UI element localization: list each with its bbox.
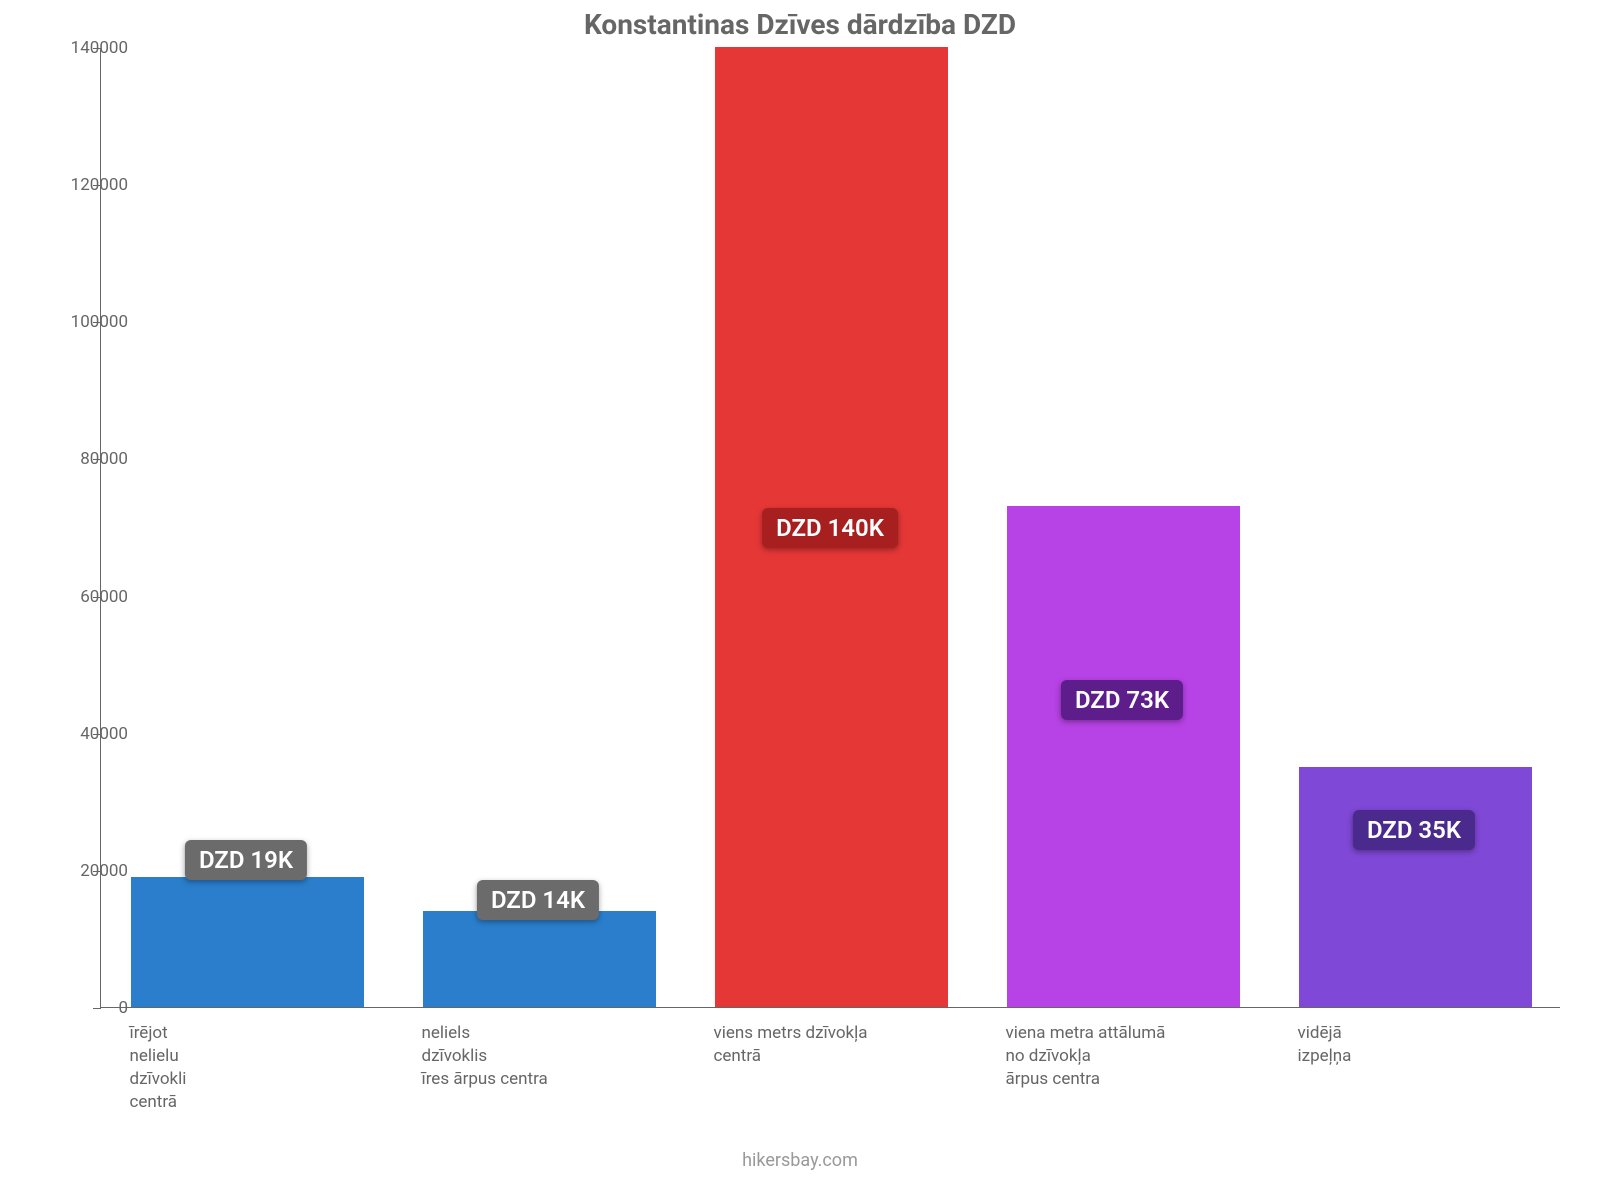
x-axis-label: viena metra attālumā no dzīvokļa ārpus c… xyxy=(1006,1022,1279,1091)
bar xyxy=(131,877,364,1007)
value-badge: DZD 140K xyxy=(762,508,898,548)
bar xyxy=(423,911,656,1007)
y-tick-label: 60000 xyxy=(80,587,128,607)
y-tick-label: 0 xyxy=(118,998,128,1018)
x-axis-label: īrējot nelielu dzīvokli centrā xyxy=(130,1022,403,1114)
value-badge: DZD 14K xyxy=(477,880,599,920)
y-tick xyxy=(93,1008,101,1009)
y-tick-label: 100000 xyxy=(71,312,128,332)
y-tick-label: 140000 xyxy=(71,38,128,58)
y-tick-label: 40000 xyxy=(80,724,128,744)
x-axis-label: neliels dzīvoklis īres ārpus centra xyxy=(422,1022,695,1091)
y-tick-label: 20000 xyxy=(80,861,128,881)
chart-container: Konstantinas Dzīves dārdzība DZD hikersb… xyxy=(0,0,1600,1200)
bar xyxy=(1007,506,1240,1007)
value-badge: DZD 35K xyxy=(1353,810,1475,850)
chart-footer: hikersbay.com xyxy=(0,1150,1600,1171)
x-axis-label: vidējā izpeļņa xyxy=(1298,1022,1571,1068)
x-axis-label: viens metrs dzīvokļa centrā xyxy=(714,1022,987,1068)
chart-title: Konstantinas Dzīves dārdzība DZD xyxy=(0,8,1600,41)
value-badge: DZD 19K xyxy=(185,840,307,880)
bar xyxy=(1299,767,1532,1007)
y-tick-label: 80000 xyxy=(80,449,128,469)
value-badge: DZD 73K xyxy=(1061,680,1183,720)
y-tick-label: 120000 xyxy=(71,175,128,195)
